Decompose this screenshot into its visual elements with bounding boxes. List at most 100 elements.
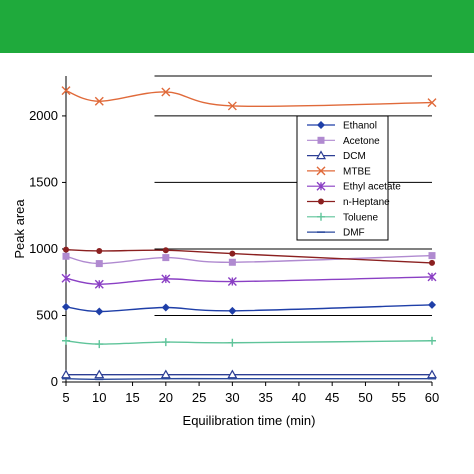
data-point-toluene-shape xyxy=(228,338,237,347)
data-point-ethyl-acetate xyxy=(227,277,237,287)
data-point-n-heptane-shape xyxy=(63,246,69,253)
header-bar xyxy=(0,0,474,53)
legend-label-dcm: DCM xyxy=(343,151,366,162)
legend-label-acetone: Acetone xyxy=(343,136,380,147)
legend-marker-toluene xyxy=(317,212,325,221)
legend-marker-dcm xyxy=(315,150,327,160)
data-point-toluene-shape xyxy=(428,336,436,345)
x-axis-title: Equilibration time (min) xyxy=(183,413,316,428)
x-tick-label: 30 xyxy=(225,390,239,405)
data-point-ethanol xyxy=(161,303,170,312)
data-point-n-heptane xyxy=(229,250,236,257)
data-point-toluene-shape xyxy=(161,338,170,347)
data-point-n-heptane-shape xyxy=(96,247,103,254)
legend-marker-mtbe-shape xyxy=(316,166,326,176)
data-point-acetone-shape xyxy=(95,260,103,268)
data-point-ethanol-shape xyxy=(428,300,436,309)
x-tick-label: 10 xyxy=(92,390,106,405)
data-point-ethyl-acetate xyxy=(427,272,437,282)
data-point-dcm-shape xyxy=(60,369,72,379)
data-point-n-heptane xyxy=(162,247,169,254)
x-tick-label: 5 xyxy=(62,390,69,405)
data-point-acetone xyxy=(95,260,103,268)
data-point-n-heptane xyxy=(63,246,69,253)
x-tick-label: 55 xyxy=(391,390,405,405)
data-point-n-heptane xyxy=(429,259,435,266)
data-point-toluene xyxy=(161,338,170,347)
data-point-toluene-shape xyxy=(62,336,70,345)
data-point-n-heptane-shape xyxy=(429,259,435,266)
data-point-n-heptane-shape xyxy=(162,247,169,254)
data-point-acetone-shape xyxy=(228,258,236,266)
legend-marker-n-heptane xyxy=(318,198,324,205)
data-point-mtbe-shape xyxy=(227,101,237,111)
legend-label-n-heptane: n-Heptane xyxy=(343,197,390,208)
data-point-acetone xyxy=(62,252,70,260)
data-point-toluene xyxy=(62,336,70,345)
data-point-mtbe-shape xyxy=(427,98,437,108)
legend-marker-ethanol-shape xyxy=(317,121,325,129)
x-tick-label: 35 xyxy=(258,390,272,405)
x-tick-label: 40 xyxy=(292,390,306,405)
data-point-ethanol-shape xyxy=(228,306,237,315)
data-point-mtbe xyxy=(227,101,237,111)
legend-marker-mtbe xyxy=(316,166,326,176)
data-point-acetone xyxy=(162,254,170,262)
data-point-acetone-shape xyxy=(62,252,70,260)
data-point-ethyl-acetate-shape xyxy=(61,273,71,283)
legend-label-ethyl-acetate: Ethyl acetate xyxy=(343,182,401,193)
legend-label-mtbe: MTBE xyxy=(343,166,371,177)
legend-label-ethanol: Ethanol xyxy=(343,121,377,132)
data-point-ethanol xyxy=(95,307,104,316)
data-point-dcm xyxy=(60,369,72,379)
data-point-toluene xyxy=(428,336,436,345)
series-line-dmf xyxy=(65,377,432,381)
data-point-acetone-shape xyxy=(428,252,436,260)
legend-label-toluene: Toluene xyxy=(343,212,378,223)
data-point-dcm xyxy=(426,369,438,379)
y-tick-label: 500 xyxy=(36,307,58,322)
data-point-ethyl-acetate-shape xyxy=(427,272,437,282)
x-tick-label: 15 xyxy=(125,390,139,405)
x-tick-label: 60 xyxy=(425,390,439,405)
data-point-toluene-shape xyxy=(95,340,104,349)
series-line-acetone xyxy=(65,254,433,265)
x-tick-label: 45 xyxy=(325,390,339,405)
data-point-acetone xyxy=(228,258,236,266)
data-point-ethanol-shape xyxy=(161,303,170,312)
data-point-mtbe xyxy=(61,86,71,96)
data-point-ethanol xyxy=(228,306,237,315)
legend-marker-ethyl-acetate xyxy=(316,181,326,191)
legend-box xyxy=(296,115,389,241)
x-tick-label: 25 xyxy=(192,390,206,405)
series-line-ethyl-acetate xyxy=(65,276,433,285)
y-tick-label: 2000 xyxy=(29,108,58,123)
data-point-ethyl-acetate-shape xyxy=(161,274,171,284)
data-point-ethanol-shape xyxy=(95,307,104,316)
x-tick-label: 50 xyxy=(358,390,372,405)
data-point-dcm xyxy=(227,369,238,379)
y-tick-label: 1500 xyxy=(29,174,58,189)
data-point-ethyl-acetate xyxy=(61,273,71,283)
data-point-n-heptane-shape xyxy=(229,250,236,257)
data-point-mtbe xyxy=(94,96,104,106)
data-point-mtbe-shape xyxy=(61,86,71,96)
legend-marker-acetone xyxy=(317,136,325,144)
data-point-mtbe-shape xyxy=(161,87,171,97)
data-point-ethanol-shape xyxy=(62,302,70,311)
y-tick-label: 1000 xyxy=(29,241,58,256)
series-line-n-heptane xyxy=(65,248,433,264)
data-point-mtbe xyxy=(427,98,437,108)
data-point-ethyl-acetate-shape xyxy=(227,277,237,287)
data-point-dcm-shape xyxy=(227,369,238,379)
legend-marker-ethanol xyxy=(317,121,325,129)
series-line-mtbe xyxy=(65,89,433,108)
data-point-acetone-shape xyxy=(162,254,170,262)
series-line-ethanol xyxy=(65,304,433,313)
data-point-n-heptane xyxy=(96,247,103,254)
data-point-toluene xyxy=(228,338,237,347)
legend-marker-dcm-shape xyxy=(315,150,327,160)
x-tick-label: 20 xyxy=(159,390,173,405)
data-point-acetone xyxy=(428,252,436,260)
